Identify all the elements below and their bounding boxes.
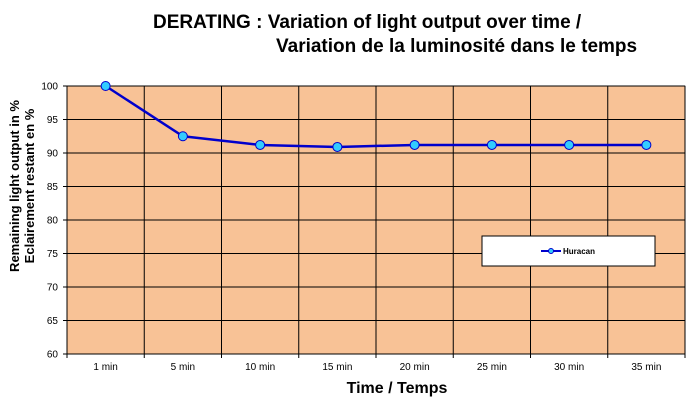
x-tick-label: 30 min — [554, 362, 584, 373]
x-axis-title: Time / Temps — [347, 380, 448, 397]
data-point — [486, 139, 497, 150]
y-axis-title: Remaining light output in % Eclairement … — [7, 100, 37, 272]
x-tick-label: 10 min — [245, 362, 275, 373]
y-axis-title-line2: Eclairement restant en % — [22, 108, 37, 263]
x-tick-label: 20 min — [400, 362, 430, 373]
y-tick-label: 100 — [41, 82, 58, 93]
x-tick-label: 25 min — [477, 362, 507, 373]
y-tick-label: 60 — [47, 350, 59, 361]
x-tick-label: 15 min — [322, 362, 352, 373]
data-point — [255, 139, 266, 150]
data-point — [641, 139, 652, 150]
x-tick-label: 5 min — [171, 362, 195, 373]
legend-box — [481, 235, 656, 267]
y-tick-label: 95 — [47, 115, 59, 126]
data-point — [332, 141, 343, 152]
data-point — [564, 139, 575, 150]
y-axis-ticks: 60 65 70 75 80 85 90 95 100 — [41, 82, 67, 361]
legend-label: Huracan — [563, 247, 595, 256]
y-tick-label: 65 — [47, 316, 59, 327]
legend: Huracan — [481, 235, 656, 267]
x-tick-label: 1 min — [93, 362, 117, 373]
x-axis-ticks: 1 min 5 min 10 min 15 min 20 min 25 min 30 min… — [66, 354, 686, 373]
legend-marker-sample — [548, 248, 554, 254]
chart-title-line1: DERATING : Variation of light output ove… — [153, 12, 582, 33]
y-tick-label: 90 — [47, 149, 59, 160]
y-tick-label: 70 — [47, 283, 59, 294]
data-point — [177, 131, 188, 142]
y-tick-label: 75 — [47, 249, 59, 260]
y-tick-label: 80 — [47, 216, 59, 227]
x-tick-label: 35 min — [631, 362, 661, 373]
series-line — [104, 84, 647, 149]
chart-title-line2: Variation de la luminosité dans le temps — [276, 36, 637, 57]
y-tick-label: 85 — [47, 182, 59, 193]
series-layer — [100, 81, 652, 152]
data-point — [409, 139, 420, 150]
data-point — [100, 81, 111, 91]
y-axis-title-line1: Remaining light output in % — [7, 100, 22, 272]
